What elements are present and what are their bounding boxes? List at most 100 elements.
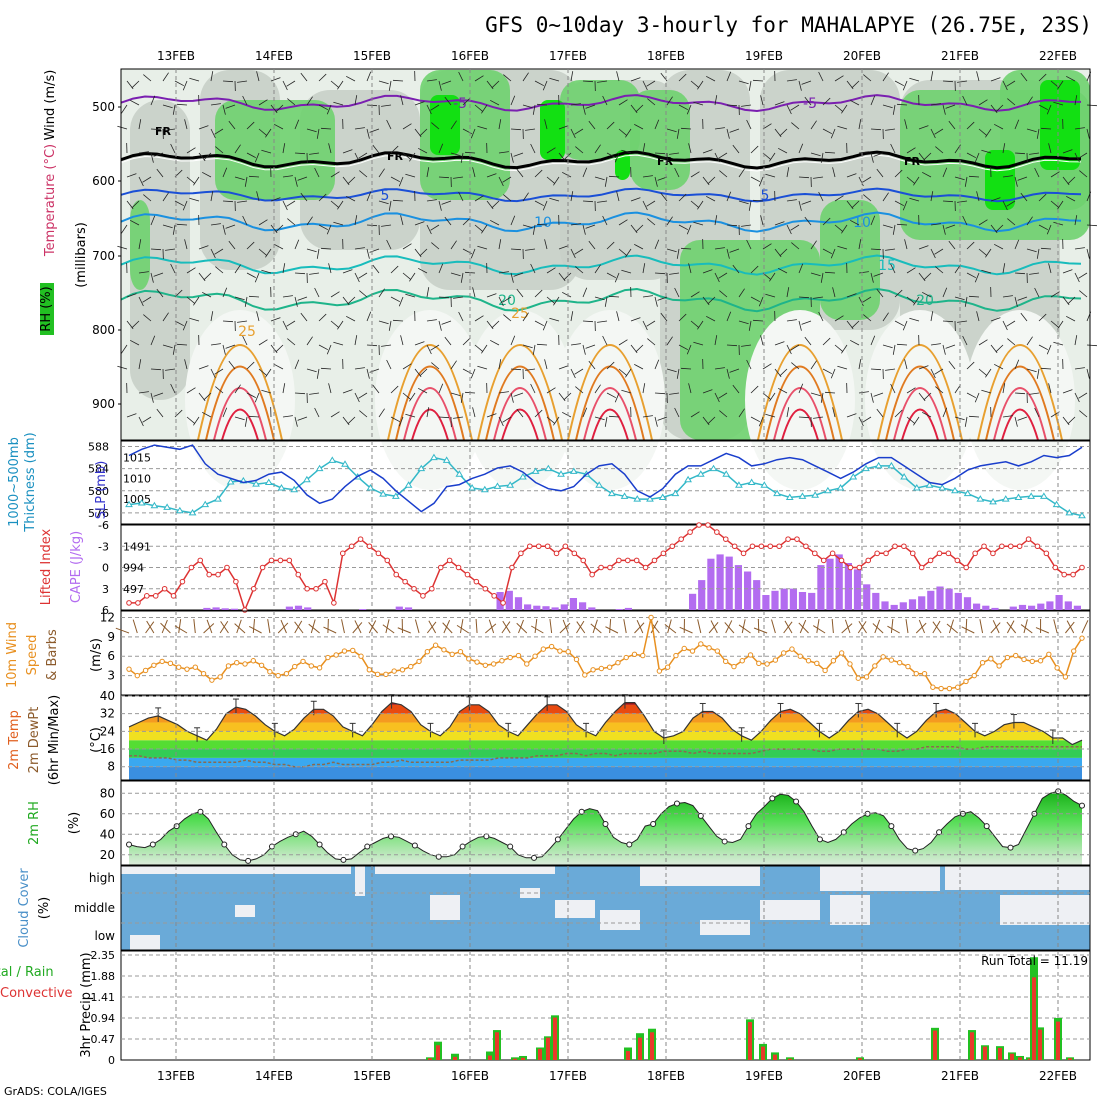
lifted-index-series-point [918, 564, 925, 571]
wind-barb [282, 383, 286, 394]
wind-barb [498, 416, 504, 427]
wind-barb [948, 120, 956, 130]
wind-barb [594, 416, 605, 421]
lifted-index-series-point [518, 550, 524, 557]
cloud-gap [990, 866, 1090, 886]
wind-barb [614, 152, 620, 163]
thickness-series-point [1039, 492, 1048, 499]
wind-barb [189, 77, 200, 82]
wind-barb [798, 383, 804, 394]
wind-barb [561, 411, 572, 418]
wind-barb [1014, 416, 1018, 427]
wind-barb [345, 315, 356, 322]
lifted-index-series-point [945, 550, 952, 557]
wind-barb [117, 365, 128, 370]
temp-tick-label: 24 [100, 724, 115, 738]
precip-convective-bar [436, 1045, 440, 1060]
lifted-index-series-point [384, 557, 391, 564]
wind-barb [1046, 224, 1052, 235]
lifted-index-series-point [544, 543, 551, 550]
temp-contour-warm [1001, 408, 1039, 441]
panel-frame [120, 950, 1091, 1061]
wind-barb [210, 71, 214, 82]
wind-barb [282, 415, 293, 418]
wind-barb [162, 72, 169, 82]
wind-barb [222, 104, 226, 115]
lifted-index-series-point [936, 550, 943, 557]
wind-barb [654, 239, 660, 250]
wind-barb [242, 335, 248, 346]
cloud-gap [235, 905, 255, 917]
wind-barb [1046, 344, 1052, 355]
temp-contour-warm [197, 344, 283, 441]
lifted-index-series-point [420, 593, 426, 599]
wind10m-barb [203, 623, 215, 634]
wind-barb [930, 311, 934, 322]
wind-barb [697, 200, 704, 210]
wind10m-speed-series-point [474, 659, 480, 665]
wind10m-barb [918, 619, 926, 634]
wind-barb [510, 392, 514, 403]
wind-barb [974, 152, 980, 163]
wind-barb [678, 73, 687, 82]
wind-barb [182, 80, 188, 91]
wind-barb [1017, 176, 1028, 181]
thickness-series-point [823, 486, 832, 494]
wind-barb [1014, 296, 1018, 307]
wind-barb [265, 128, 272, 138]
wind-barb [870, 368, 882, 371]
wind-barb [618, 128, 627, 136]
wind10m-speed-series-point [234, 659, 240, 666]
wind10m-speed-series-point [142, 667, 149, 674]
precip-convective-bar [1038, 1029, 1042, 1060]
wind10m-speed-series-point [1071, 648, 1077, 654]
wind-barb [942, 167, 948, 178]
wind-barb [162, 312, 169, 322]
wind-barb [976, 311, 980, 322]
wind-barb [354, 392, 360, 403]
wind-barb [849, 219, 860, 226]
wind10m-barb [798, 622, 809, 634]
wind10m-speed-series-point [391, 668, 397, 674]
wind-barb [1026, 128, 1037, 133]
wind-barb [138, 271, 149, 274]
wind-barb [372, 264, 380, 274]
lifted-index-series-point [580, 557, 587, 564]
wind-barb [1020, 312, 1028, 322]
wind10m-barb [858, 620, 867, 634]
temp-contour-warm [893, 387, 947, 441]
wind-barb [430, 224, 440, 231]
wind-barb [834, 75, 844, 82]
wind-barb [378, 168, 385, 178]
precip-convective-bar [488, 1055, 492, 1060]
cape-bar [780, 588, 788, 610]
wind-barb [491, 320, 500, 329]
wind-barb [270, 317, 281, 322]
wind-barb [402, 272, 411, 280]
rh-legend-swatch [40, 283, 54, 335]
wind-barb [234, 384, 241, 394]
wind-barb [923, 152, 932, 161]
thickness-tick-label: 580 [88, 485, 109, 498]
wind-barb [1002, 383, 1006, 394]
wind10m-barb [277, 622, 289, 634]
precip-convective-bar [1056, 1021, 1060, 1060]
precip-convective-bar [546, 1037, 550, 1060]
wind-barb [966, 121, 975, 130]
lifted-index-series-point [482, 585, 489, 592]
wind10m-speed-series-point [126, 666, 132, 672]
wind-barb [714, 392, 720, 403]
cape-bar [514, 597, 523, 610]
wind10m-speed-series-point [316, 665, 323, 671]
wind-barb [750, 385, 759, 394]
wind-barb [841, 104, 848, 114]
wind-barb [438, 80, 442, 91]
wind-barb [870, 152, 874, 163]
wind10m-barb [710, 620, 718, 634]
wind-barb [690, 411, 700, 418]
wind-barb [934, 368, 944, 375]
wind-barb [444, 216, 452, 226]
wind-barb [426, 199, 437, 202]
wind10m-barb [979, 619, 984, 634]
